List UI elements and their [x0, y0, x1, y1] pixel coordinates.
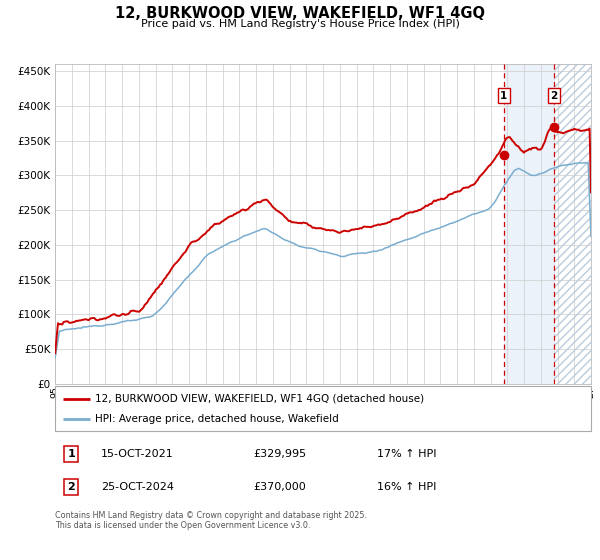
FancyBboxPatch shape [55, 386, 591, 431]
Text: £329,995: £329,995 [253, 449, 307, 459]
Text: 17% ↑ HPI: 17% ↑ HPI [377, 449, 436, 459]
Text: 2: 2 [67, 482, 75, 492]
Text: 1: 1 [500, 91, 508, 101]
Text: 2: 2 [551, 91, 558, 101]
Text: 25-OCT-2024: 25-OCT-2024 [101, 482, 174, 492]
Text: 16% ↑ HPI: 16% ↑ HPI [377, 482, 436, 492]
Text: HPI: Average price, detached house, Wakefield: HPI: Average price, detached house, Wake… [95, 414, 339, 424]
Bar [504, 64, 554, 384]
Text: 15-OCT-2021: 15-OCT-2021 [101, 449, 173, 459]
Text: 12, BURKWOOD VIEW, WAKEFIELD, WF1 4GQ: 12, BURKWOOD VIEW, WAKEFIELD, WF1 4GQ [115, 6, 485, 21]
Text: 12, BURKWOOD VIEW, WAKEFIELD, WF1 4GQ (detached house): 12, BURKWOOD VIEW, WAKEFIELD, WF1 4GQ (d… [95, 394, 425, 404]
Text: Contains HM Land Registry data © Crown copyright and database right 2025.
This d: Contains HM Land Registry data © Crown c… [55, 511, 367, 530]
Text: £370,000: £370,000 [253, 482, 306, 492]
Text: 1: 1 [67, 449, 75, 459]
Text: Price paid vs. HM Land Registry's House Price Index (HPI): Price paid vs. HM Land Registry's House … [140, 19, 460, 29]
